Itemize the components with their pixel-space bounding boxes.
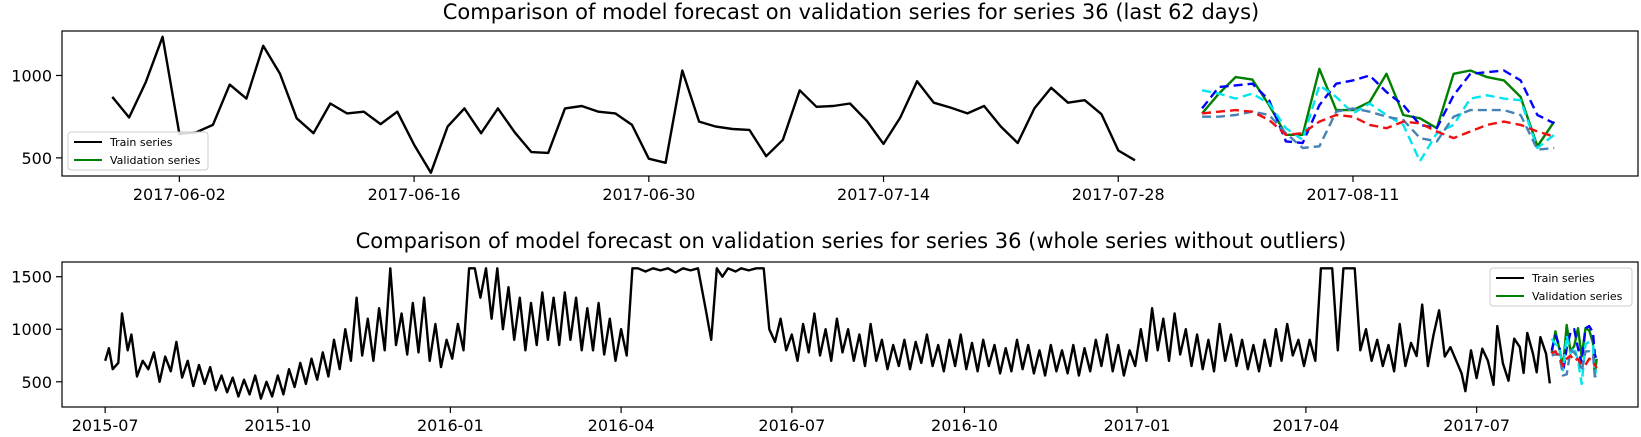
legend-whole: Train series Validation series xyxy=(1489,267,1633,307)
x-tick-label: 2015-10 xyxy=(244,416,311,435)
x-tick-label: 2017-01 xyxy=(1104,416,1171,435)
series-line-forecast-2 xyxy=(1201,69,1555,145)
x-tick-label: 2017-06-16 xyxy=(368,185,461,204)
axes-recent: 2017-06-02 2017-06-16 2017-06-30 2017-07-14… xyxy=(11,66,1399,204)
y-tick-label: 500 xyxy=(21,373,52,392)
plot-frame-whole xyxy=(61,261,1639,408)
x-tick-label: 2017-06-02 xyxy=(133,185,226,204)
series-group-whole xyxy=(104,267,1598,400)
y-tick-label: 1500 xyxy=(11,268,52,287)
chart-title-whole: Comparison of model forecast on validati… xyxy=(356,229,1347,253)
x-tick-label: 2017-08-11 xyxy=(1306,185,1399,204)
series-line-forecast-4 xyxy=(1202,107,1555,151)
series-line-validation-series xyxy=(1201,67,1556,148)
x-tick-label: 2017-07-14 xyxy=(837,185,930,204)
series-line-forecast-3 xyxy=(1201,84,1555,163)
chart-panel-whole: Comparison of model forecast on validati… xyxy=(11,229,1639,435)
legend-box-recent xyxy=(67,131,209,171)
x-tick-label: 2016-04 xyxy=(588,416,655,435)
series-line-forecast-4 xyxy=(1551,349,1598,378)
x-tick-label: 2017-07 xyxy=(1443,416,1510,435)
legend-label-train: Train series xyxy=(109,136,173,149)
plot-frame-recent xyxy=(61,30,1639,177)
legend-label-validation: Validation series xyxy=(1532,290,1623,303)
x-tick-label: 2016-01 xyxy=(417,416,484,435)
x-tick-label: 2015-07 xyxy=(72,416,139,435)
x-tick-label: 2017-07-28 xyxy=(1072,185,1165,204)
series-line-train-series xyxy=(111,35,1136,174)
y-tick-label: 1000 xyxy=(11,320,52,339)
series-line-forecast-5 xyxy=(1201,108,1555,140)
x-tick-label: 2016-07 xyxy=(758,416,825,435)
chart-title-recent: Comparison of model forecast on validati… xyxy=(443,0,1259,24)
series-group-recent xyxy=(111,35,1556,174)
series-line-forecast-2 xyxy=(1550,324,1598,374)
y-tick-label: 500 xyxy=(21,149,52,168)
legend-recent: Train series Validation series xyxy=(67,131,209,171)
legend-label-validation: Validation series xyxy=(110,154,201,167)
legend-box-whole xyxy=(1489,267,1633,307)
legend-label-train: Train series xyxy=(1531,272,1595,285)
series-line-forecast-5 xyxy=(1551,350,1598,369)
x-tick-label: 2017-04 xyxy=(1272,416,1339,435)
chart-panel-recent: Comparison of model forecast on validati… xyxy=(11,0,1639,204)
y-tick-label: 1000 xyxy=(11,66,52,85)
axes-whole: 2015-07 2015-10 2016-01 2016-04 2016-07 2016-… xyxy=(11,268,1510,435)
x-tick-label: 2016-10 xyxy=(931,416,998,435)
x-tick-label: 2017-06-30 xyxy=(602,185,695,204)
series-line-train-series xyxy=(104,267,1551,400)
